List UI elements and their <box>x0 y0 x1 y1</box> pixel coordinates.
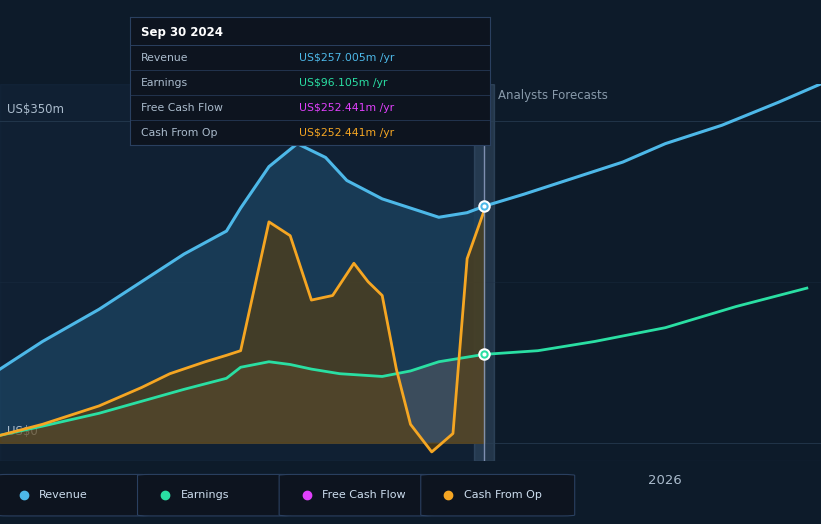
Text: Sep 30 2024: Sep 30 2024 <box>140 26 222 39</box>
FancyBboxPatch shape <box>279 474 433 516</box>
Bar <box>475 84 494 461</box>
FancyBboxPatch shape <box>0 474 150 516</box>
Text: Earnings: Earnings <box>140 78 188 88</box>
Bar <box>0 84 484 461</box>
Text: Free Cash Flow: Free Cash Flow <box>140 103 222 113</box>
Text: Revenue: Revenue <box>140 52 188 63</box>
FancyBboxPatch shape <box>138 474 291 516</box>
Text: Past: Past <box>452 89 477 102</box>
Text: Analysts Forecasts: Analysts Forecasts <box>498 89 608 102</box>
Text: US$252.441m /yr: US$252.441m /yr <box>299 103 394 113</box>
Text: Earnings: Earnings <box>181 490 229 500</box>
Text: US$252.441m /yr: US$252.441m /yr <box>299 127 394 137</box>
Text: Cash From Op: Cash From Op <box>464 490 542 500</box>
Text: Cash From Op: Cash From Op <box>140 127 218 137</box>
Text: US$96.105m /yr: US$96.105m /yr <box>299 78 388 88</box>
Text: US$350m: US$350m <box>7 103 64 116</box>
Text: Revenue: Revenue <box>39 490 88 500</box>
Text: Free Cash Flow: Free Cash Flow <box>323 490 406 500</box>
Text: US$0: US$0 <box>7 425 38 438</box>
Text: US$257.005m /yr: US$257.005m /yr <box>299 52 395 63</box>
FancyBboxPatch shape <box>421 474 575 516</box>
